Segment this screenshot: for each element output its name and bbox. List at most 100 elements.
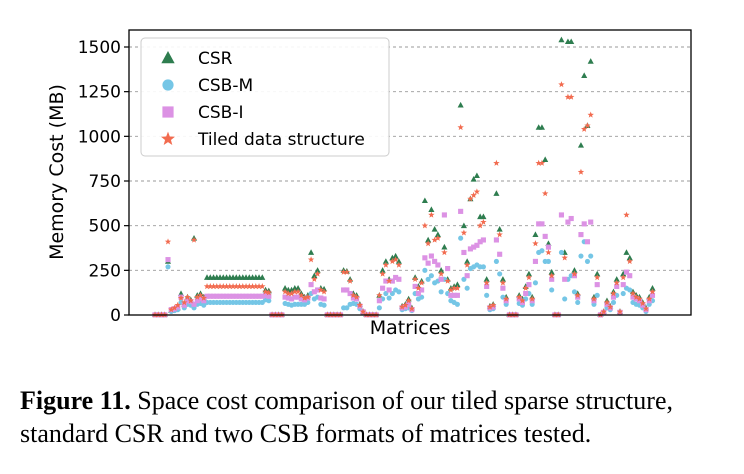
data-point [539,221,545,227]
figure-caption: Figure 11. Space cost comparison of our … [20,384,726,450]
data-point [577,142,584,148]
data-point [571,270,578,277]
data-point [542,156,549,162]
data-point [451,292,457,298]
data-point [578,253,584,259]
data-point [489,301,497,308]
data-point [584,122,591,129]
data-point [497,251,503,257]
data-point [629,290,637,297]
data-point [402,304,408,310]
data-point [503,298,509,304]
data-point [379,267,386,273]
data-point [454,301,460,307]
data-point [532,231,539,237]
data-point [438,289,444,295]
data-point [457,124,464,131]
data-point [627,287,633,293]
data-point [574,291,581,299]
data-point [545,244,552,250]
data-point [415,284,422,291]
data-point [311,272,318,279]
data-point [346,277,354,284]
data-point [383,278,389,284]
data-point [315,287,321,293]
data-point [613,279,620,286]
data-point [216,283,224,290]
data-point [408,305,416,312]
data-point [480,237,486,243]
data-point [626,258,633,265]
data-point [318,295,324,301]
data-point [633,296,639,302]
data-point [164,238,172,245]
data-point [428,253,434,259]
data-point [262,292,269,298]
data-point [630,294,636,300]
data-point [627,273,633,279]
data-point [499,279,507,286]
data-point [382,261,390,268]
data-point [535,159,542,166]
data-point [249,283,256,290]
data-point [165,257,171,263]
data-point [200,294,207,301]
data-point [575,294,581,300]
data-point [564,93,572,100]
data-point [259,274,266,280]
data-point [252,283,259,290]
data-point [428,211,435,218]
data-point [203,283,211,290]
data-point [649,285,656,291]
data-point [298,296,304,302]
data-point [226,283,233,290]
data-point [438,267,445,273]
data-point [441,243,448,250]
data-point [344,305,350,311]
data-point [549,276,555,282]
data-point [395,258,402,264]
data-point [545,249,552,256]
data-point [548,272,555,279]
data-point [285,295,291,301]
data-point [393,274,399,281]
data-point [380,285,386,291]
data-point [640,302,646,308]
data-point [561,254,568,261]
data-point [610,294,617,300]
data-point [568,38,575,45]
data-point [265,289,272,296]
data-point [246,293,252,299]
data-point [259,283,266,290]
data-point [376,305,382,311]
data-point [616,308,624,315]
data-point [308,249,315,255]
data-point [302,297,308,303]
data-point [558,212,565,218]
data-point [242,283,250,290]
data-point [347,291,353,297]
data-point [542,233,548,239]
data-point [477,239,483,245]
data-point [256,293,262,299]
data-point [529,298,535,304]
data-point [636,295,643,302]
data-point [500,285,506,291]
data-point [294,288,302,295]
data-point [421,222,429,229]
data-point [389,278,395,284]
data-point [341,287,347,293]
y-tick-label: 1250 [78,83,121,103]
data-point [558,249,565,256]
data-point [197,296,204,302]
data-point [649,288,656,295]
data-point [415,291,421,297]
legend-label: CSR [198,49,233,69]
data-point [584,239,591,245]
data-point [171,304,178,311]
data-point [454,281,461,288]
data-point [422,255,428,261]
data-point [304,293,312,300]
data-point [396,276,402,282]
data-point [266,298,272,304]
